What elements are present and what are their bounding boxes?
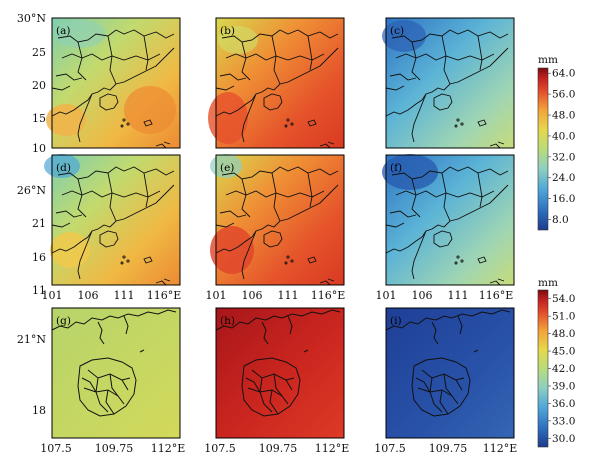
colorbar-tick-label: 51.0	[552, 311, 575, 323]
x-tick: 112°E	[315, 442, 350, 455]
y-tick: 16	[32, 251, 46, 264]
y-tick: 25	[32, 46, 46, 59]
panel-label-h: (h)	[220, 315, 235, 327]
map-panel-h: (h)	[215, 307, 345, 439]
panel-label-g: (g)	[56, 315, 71, 327]
colorbar-tick-label: 42.0	[552, 363, 575, 375]
colorbar-bottom: mm 54.0 51.0 48.0 45.0 42.0 39.0 36.0 33.0 30.0	[537, 277, 575, 448]
panel-label-d: (d)	[56, 162, 71, 174]
panel-label-e: (e)	[220, 162, 234, 174]
map-panel-e: (e)	[210, 154, 345, 286]
y-tick: 21°N	[17, 333, 46, 346]
colorbar-ticks: 54.0 51.0 48.0 45.0 42.0 39.0 36.0 33.0 30.0	[548, 293, 575, 445]
x-axis-row2-b: 101 106 111 116°E	[206, 289, 346, 302]
x-tick: 116°E	[479, 289, 514, 302]
x-axis-row3-b: 107.5 109.75 112°E	[204, 442, 349, 455]
y-axis-row3: 21°N 18	[17, 333, 46, 417]
colorbar-tick-label: 16.0	[552, 193, 575, 205]
x-tick: 109.75	[95, 442, 134, 455]
colorbar-tick-label: 45.0	[552, 346, 575, 358]
colorbar-tick-label: 40.0	[552, 130, 575, 142]
x-axis-row3-a: 107.5 109.75 112°E	[40, 442, 185, 455]
colorbar-top: mm 64.0 56.0 48.0 40.0 32.0 24.0 16.0 8.0	[537, 54, 575, 231]
panel-label-a: (a)	[56, 25, 70, 37]
y-tick: 21	[32, 217, 46, 230]
colorbar-tick-label: 56.0	[552, 89, 575, 101]
x-tick: 111	[278, 289, 299, 302]
map-panel-d: (d)	[44, 154, 181, 286]
x-tick: 101	[206, 289, 227, 302]
x-axis-row2-c: 101 106 111 116°E	[376, 289, 514, 302]
map-panel-g: (g)	[51, 307, 181, 439]
y-tick: 30°N	[17, 12, 46, 25]
x-tick: 106	[242, 289, 263, 302]
x-tick: 107.5	[204, 442, 236, 455]
x-tick: 107.5	[374, 442, 406, 455]
x-tick: 101	[42, 289, 63, 302]
colorbar-unit: mm	[538, 54, 558, 66]
colorbar-tick-label: 36.0	[552, 398, 575, 410]
x-tick: 111	[448, 289, 469, 302]
x-tick: 116°E	[147, 289, 182, 302]
colorbar-scale	[537, 289, 549, 448]
y-tick: 18	[32, 404, 46, 417]
map-panel-i: (i)	[385, 307, 515, 439]
colorbar-tick-label: 39.0	[552, 380, 575, 392]
map-panel-f: (f)	[382, 154, 515, 286]
colorbar-tick-label: 8.0	[552, 214, 569, 226]
colorbar-tick-label: 48.0	[552, 110, 575, 122]
colorbar-tick-label: 30.0	[552, 433, 575, 445]
map-panel-c: (c)	[382, 17, 515, 149]
x-axis-row3-c: 107.5 109.75 112°E	[374, 442, 517, 455]
row2: (d) (e) (f) 26°N 21 16 11 101 106 111	[17, 154, 515, 302]
colorbar-ticks: 64.0 56.0 48.0 40.0 32.0 24.0 16.0 8.0	[548, 68, 575, 226]
x-tick: 111	[114, 289, 135, 302]
colorbar-tick-label: 48.0	[552, 328, 575, 340]
row3: (g) (h) (i) 21°N 18 107.5 109.75 112°E 1…	[17, 307, 517, 455]
x-axis-row2-a: 101 106 111 116°E	[42, 289, 182, 302]
colorbar-tick-label: 64.0	[552, 68, 575, 80]
colorbar-tick-label: 32.0	[552, 151, 575, 163]
colorbar-unit: mm	[538, 277, 558, 289]
panel-label-f: (f)	[390, 162, 402, 174]
x-tick: 109.75	[259, 442, 298, 455]
row1: (a) (b) (c) 30°N 25 20 15 10	[17, 12, 515, 155]
panel-label-b: (b)	[220, 25, 235, 37]
x-tick: 112°E	[483, 442, 518, 455]
x-tick: 106	[412, 289, 433, 302]
y-tick: 15	[32, 112, 46, 125]
map-panel-b: (b)	[208, 17, 345, 149]
colorbar-tick-label: 33.0	[552, 415, 575, 427]
x-tick: 112°E	[151, 442, 186, 455]
y-tick: 26°N	[17, 184, 46, 197]
y-tick: 20	[32, 79, 46, 92]
colorbar-scale	[537, 67, 549, 231]
y-axis-row1: 30°N 25 20 15 10	[17, 12, 46, 155]
y-tick: 11	[32, 284, 46, 297]
x-tick: 101	[376, 289, 397, 302]
y-tick: 10	[32, 142, 46, 155]
x-tick: 107.5	[40, 442, 72, 455]
x-tick: 106	[78, 289, 99, 302]
panel-label-i: (i)	[390, 315, 402, 327]
x-tick: 109.75	[429, 442, 468, 455]
colorbar-tick-label: 24.0	[552, 172, 575, 184]
panel-label-c: (c)	[390, 25, 404, 37]
map-panel-a: (a)	[46, 17, 181, 149]
y-axis-row2: 26°N 21 16 11	[17, 184, 46, 297]
colorbar-tick-label: 54.0	[552, 293, 575, 305]
x-tick: 116°E	[311, 289, 346, 302]
